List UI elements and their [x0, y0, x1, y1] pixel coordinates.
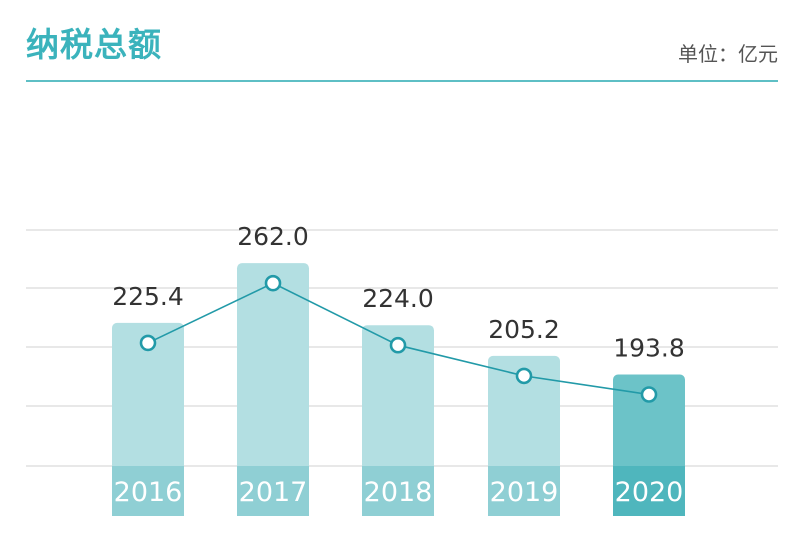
bar-base-2019	[488, 466, 560, 516]
value-label-2017: 262.0	[237, 222, 309, 251]
value-label-2016: 225.4	[112, 282, 184, 311]
value-label-2019: 205.2	[488, 315, 560, 344]
category-label-2019: 2019	[490, 477, 559, 508]
data-point-2020	[640, 386, 658, 403]
chart-title: 纳税总额	[26, 25, 162, 64]
title-divider	[26, 80, 778, 82]
value-label-2018: 224.0	[362, 284, 434, 313]
category-label-2017: 2017	[239, 477, 308, 508]
data-point-2019	[515, 367, 533, 385]
bar-base-2018	[362, 466, 434, 516]
bar-2017	[237, 263, 309, 516]
bar-base-2017	[237, 466, 309, 516]
data-point-2017	[264, 274, 282, 292]
unit-label: 单位：亿元	[678, 42, 778, 66]
data-point-2018	[389, 336, 407, 354]
value-label-2020: 193.8	[613, 334, 685, 363]
category-label-2020: 2020	[615, 477, 684, 508]
category-label-2016: 2016	[114, 477, 183, 508]
bar-base-2020	[613, 466, 685, 516]
bar-base-2016	[112, 466, 184, 516]
data-point-2016	[139, 334, 157, 352]
category-label-2018: 2018	[364, 477, 433, 508]
